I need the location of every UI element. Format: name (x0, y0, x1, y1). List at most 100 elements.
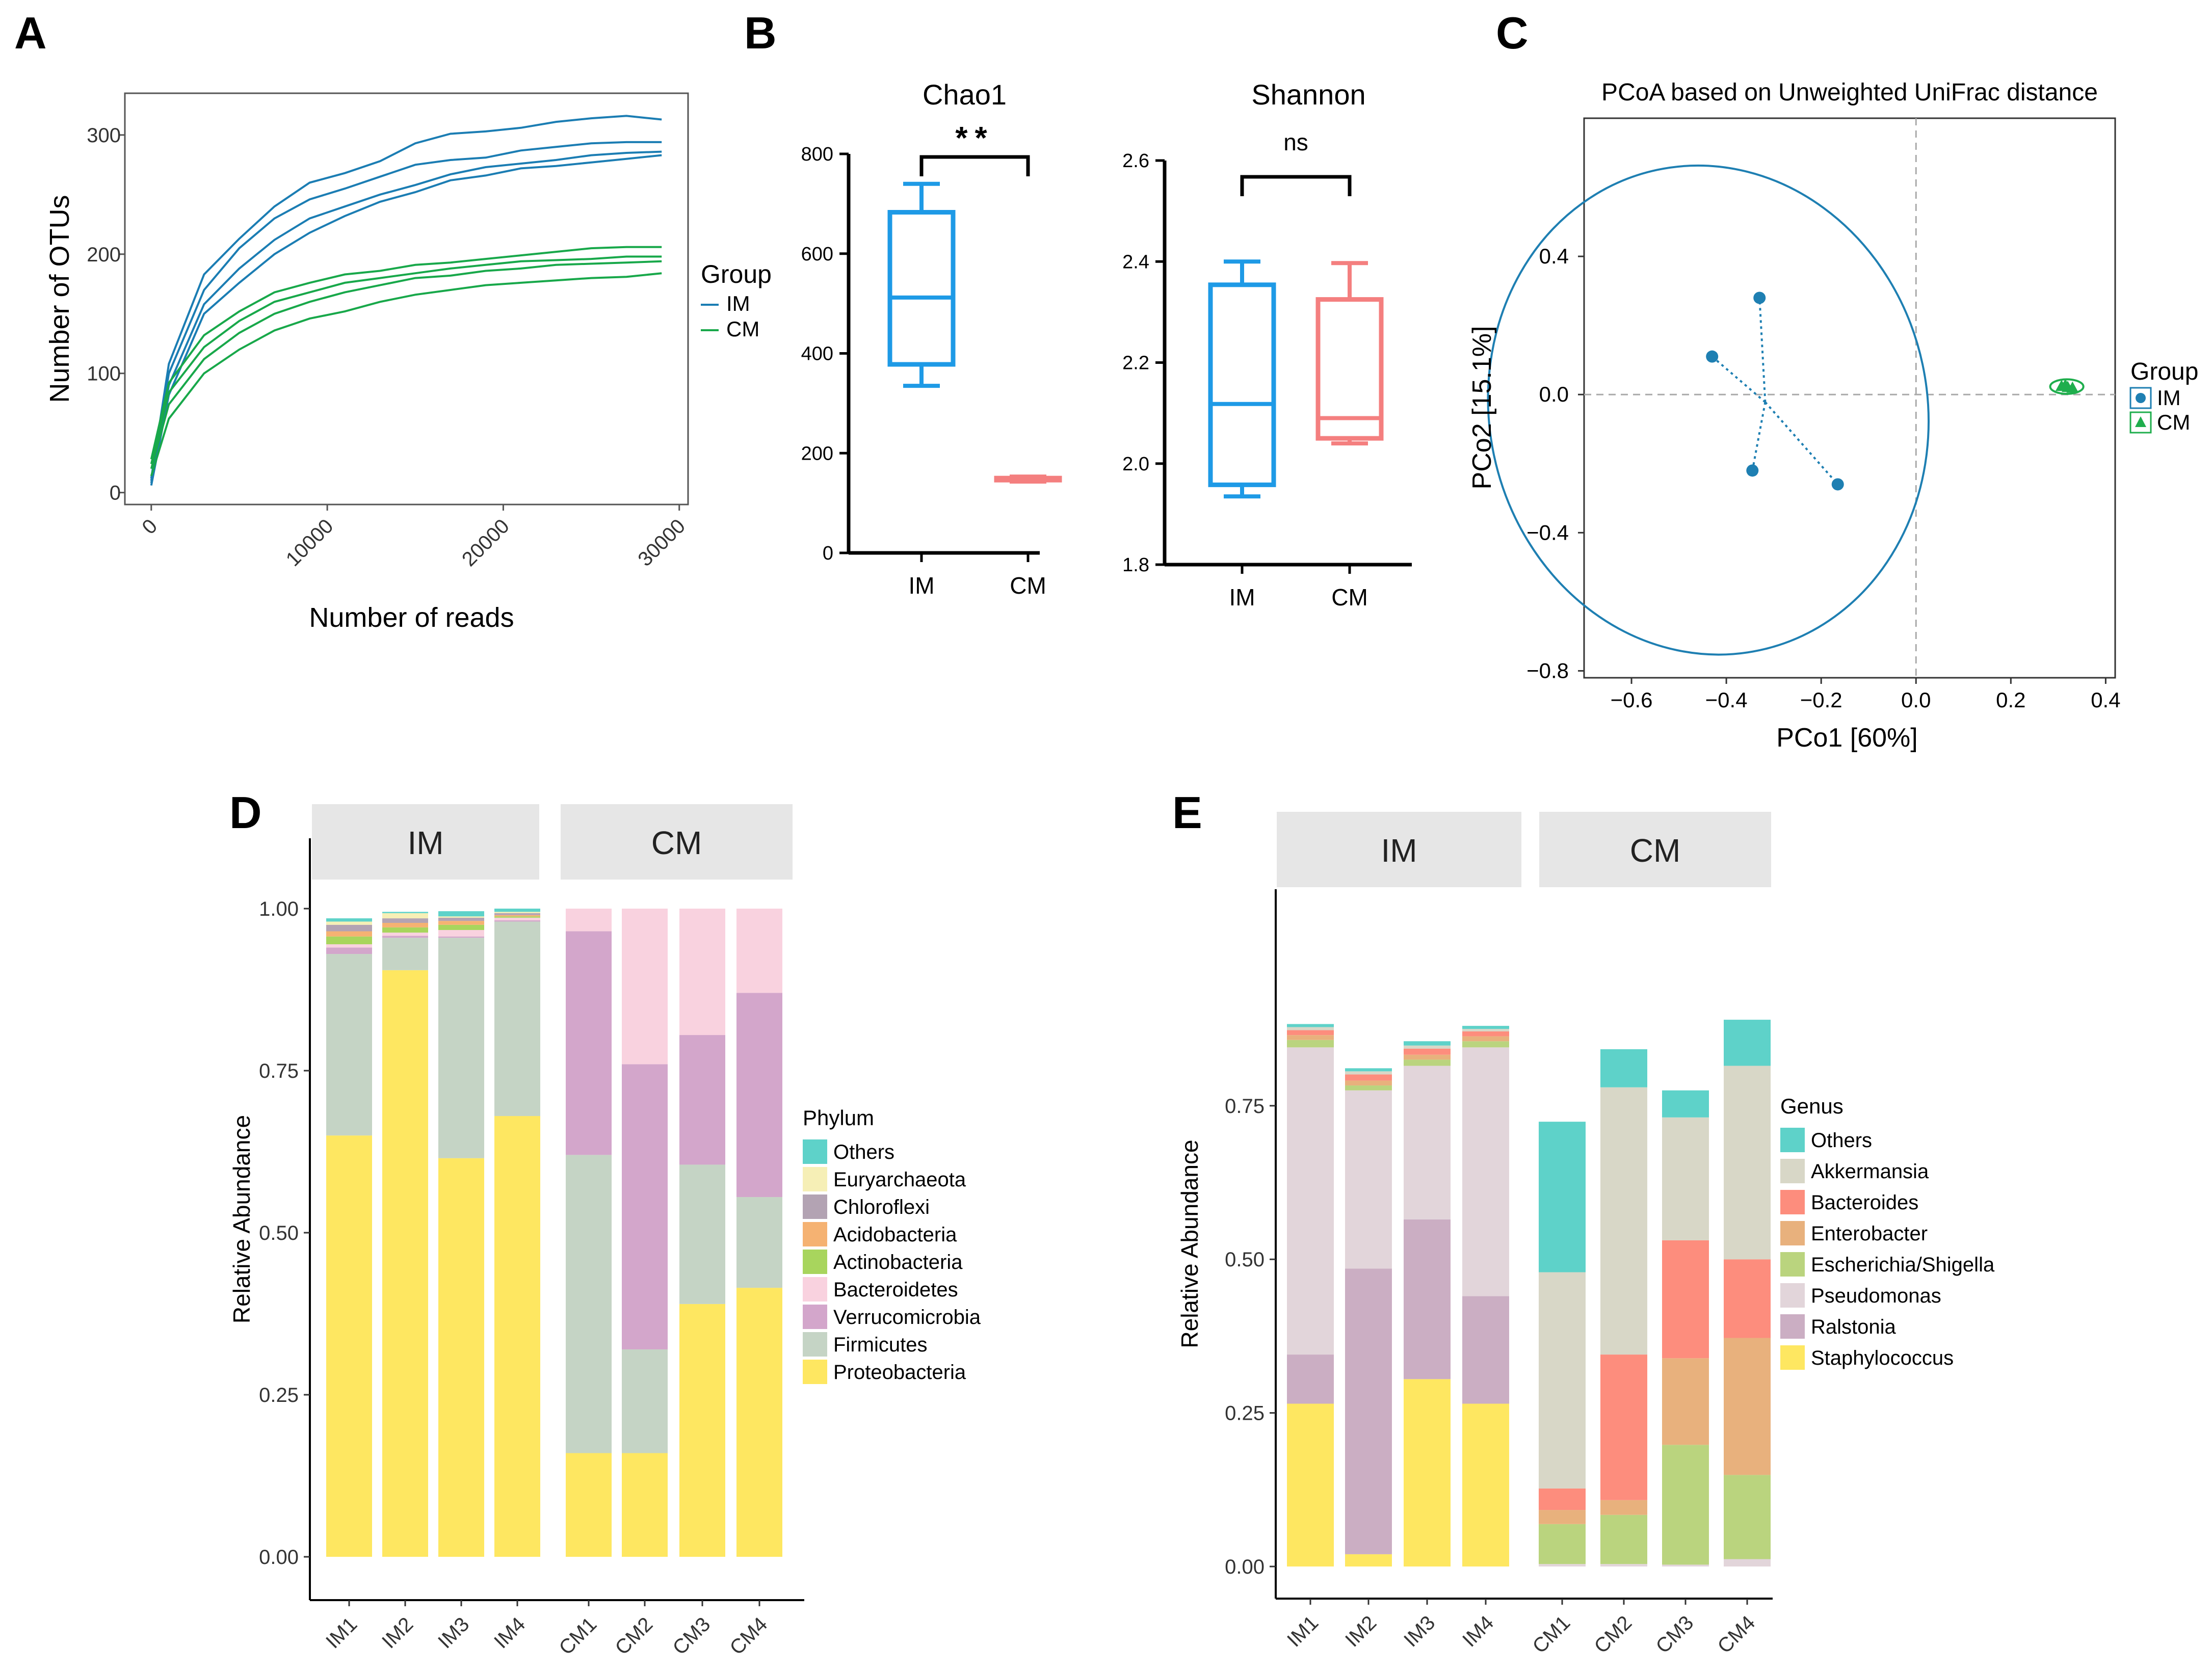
bar-im2 (1345, 1068, 1392, 1566)
y-tick-label: 0.00 (259, 1546, 299, 1569)
bar-segment-akkermansia (1404, 1045, 1451, 1049)
x-axis-label: Number of reads (309, 602, 514, 633)
bar-segment-proteobacteria (326, 1135, 372, 1557)
legend-label-akkermansia: Akkermansia (1811, 1160, 1929, 1183)
y-tick-label: 0.4 (1539, 244, 1569, 268)
bar-segment-bacteroides (1345, 1074, 1392, 1081)
panel-c-pcoa: PCoA based on Unweighted UniFrac distanc… (1467, 79, 2198, 753)
y-tick-label: 200 (87, 244, 121, 266)
bar-segment-ralstonia (1404, 1219, 1451, 1379)
bar-segment-ralstonia (1462, 1296, 1509, 1404)
y-tick-label: 0.0 (1539, 382, 1569, 406)
x-tick-label: IM (908, 572, 934, 599)
bar-segment-proteobacteria (382, 970, 428, 1557)
bar-segment-bacteroides (1404, 1048, 1451, 1055)
plot-frame (1583, 117, 2116, 679)
bar-cm2 (1600, 1049, 1647, 1566)
y-tick-label: 600 (801, 244, 833, 265)
x-tick-label: CM2 (1590, 1611, 1637, 1658)
y-tick-label: 0.50 (1225, 1249, 1265, 1271)
curve-cm-3 (150, 260, 662, 469)
y-tick-label: 2.2 (1122, 353, 1149, 374)
bar-segment-euryarchaeota (382, 913, 428, 919)
y-tick-label: 300 (87, 124, 121, 147)
bar-segment-others (382, 912, 428, 913)
bar-im1 (326, 918, 372, 1557)
y-tick-label: 100 (87, 363, 121, 385)
bar-segment-akkermansia (1345, 1071, 1392, 1075)
legend-label-im: IM (726, 291, 750, 315)
legend-label-euryarchaeota: Euryarchaeota (833, 1169, 966, 1191)
bar-segment-proteobacteria (622, 1453, 668, 1557)
bar-segment-others (1345, 1068, 1392, 1072)
y-tick-label: 2.6 (1122, 150, 1149, 172)
x-tick-label: CM (1331, 584, 1368, 610)
bar-segment-bacteroidetes (382, 933, 428, 936)
bar-segment-enterobacter (1539, 1510, 1586, 1524)
legend-title: Genus (1780, 1094, 1844, 1118)
bar-segment-bacteroides (1287, 1030, 1334, 1035)
legend-swatch-euryarchaeota (803, 1167, 827, 1191)
bar-im1 (1287, 1024, 1334, 1566)
bar-segment-others (1600, 1049, 1647, 1087)
x-tick-label: 10000 (282, 515, 338, 571)
bar-segment-akkermansia (1662, 1117, 1709, 1240)
bar-segment-enterobacter (1600, 1500, 1647, 1515)
x-tick-label: CM1 (555, 1613, 601, 1659)
bar-segment-pseudomonas (1345, 1090, 1392, 1269)
legend-swatch-enterobacter (1780, 1221, 1805, 1245)
legend-swatch-staphylococcus (1780, 1345, 1805, 1370)
x-tick-label: CM1 (1529, 1611, 1575, 1658)
legend-label-verrucomicrobia: Verrucomicrobia (833, 1306, 981, 1329)
bar-segment-pseudomonas (1539, 1564, 1586, 1566)
bar-segment-euryarchaeota (494, 912, 540, 913)
bar-segment-escherichia-shigella (1287, 1040, 1334, 1048)
bar-segment-bacteroidetes (566, 909, 612, 932)
bar-segment-bacteroidetes (438, 930, 484, 937)
curve-cm-2 (150, 255, 662, 464)
bar-segment-ralstonia (1287, 1355, 1334, 1404)
bar-segment-firmicutes (438, 938, 484, 1158)
facet-label-im: IM (407, 825, 443, 861)
facet-label-cm: CM (651, 825, 702, 861)
bar-cm3 (1662, 1090, 1709, 1566)
panel-label-c: C (1496, 8, 1529, 58)
y-tick-label: 2.0 (1122, 454, 1149, 475)
bar-segment-others (1404, 1041, 1451, 1046)
legend-label-ralstonia: Ralstonia (1811, 1316, 1897, 1338)
legend-label-cm: CM (726, 317, 759, 341)
spider-line-im (1758, 298, 1767, 403)
y-axis-label: Number of OTUs (44, 195, 75, 403)
bar-segment-staphylococcus (1404, 1379, 1451, 1566)
facet-strip-im (1277, 812, 1521, 887)
bar-segment-acidobacteria (494, 915, 540, 917)
bar-segment-others (1662, 1090, 1709, 1118)
bar-cm2 (622, 909, 668, 1557)
significance-label: ** (955, 121, 994, 156)
x-tick-label: 0.4 (2091, 688, 2120, 712)
point-im (1831, 478, 1844, 491)
facet-strip-cm (1539, 812, 1771, 887)
box-iqr (887, 210, 956, 367)
bar-im2 (382, 912, 428, 1557)
bar-segment-bacteroides (1662, 1240, 1709, 1359)
box-iqr (1208, 282, 1276, 487)
bar-segment-verrucomicrobia (494, 920, 540, 922)
bar-segment-others (438, 911, 484, 917)
bar-segment-bacteroides (1600, 1355, 1647, 1500)
bar-segment-escherichia-shigella (1404, 1059, 1451, 1066)
legend-label-bacteroidetes: Bacteroidetes (833, 1279, 958, 1301)
bar-segment-firmicutes (566, 1155, 612, 1453)
panel-label-d: D (229, 787, 262, 838)
panel-a-rarefaction: 0 100 200 300 0 10000 20000 30000 Number of read… (44, 92, 772, 633)
x-tick-label: IM4 (490, 1613, 530, 1653)
y-tick-label: −0.4 (1526, 520, 1569, 544)
x-tick-label: CM3 (1652, 1611, 1698, 1658)
point-im (1746, 464, 1759, 477)
bar-segment-akkermansia (1724, 1066, 1771, 1260)
x-tick-label: −0.4 (1705, 688, 1748, 712)
bar-segment-firmicutes (326, 954, 372, 1136)
bar-segment-bacteroidetes (622, 909, 668, 1065)
ellipse-cm (2049, 378, 2085, 395)
bar-segment-akkermansia (1287, 1027, 1334, 1030)
